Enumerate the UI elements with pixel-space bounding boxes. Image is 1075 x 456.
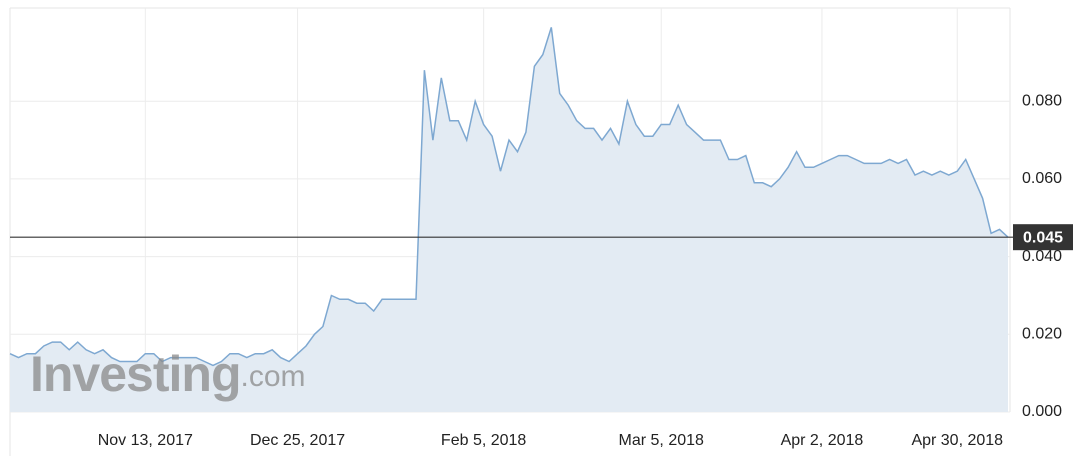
y-tick-label: 0.020 xyxy=(1022,326,1062,343)
area-fill xyxy=(10,27,1008,413)
watermark-brand: Investing xyxy=(30,346,240,402)
x-tick-label: Dec 25, 2017 xyxy=(250,432,345,449)
price-line xyxy=(9,27,1009,367)
watermark: Investing.com xyxy=(30,346,306,402)
x-tick-label: Apr 30, 2018 xyxy=(911,432,1003,449)
x-tick-label: Nov 13, 2017 xyxy=(98,432,193,449)
y-tick-label: 0.060 xyxy=(1022,170,1062,187)
y-tick-label: 0.040 xyxy=(1022,248,1062,265)
y-tick-label: 0.000 xyxy=(1022,403,1062,420)
x-tick-label: Mar 5, 2018 xyxy=(619,432,704,449)
x-tick-label: Feb 5, 2018 xyxy=(441,432,527,449)
x-tick-label: Apr 2, 2018 xyxy=(781,432,864,449)
watermark-suffix: .com xyxy=(240,360,305,393)
last-price-box xyxy=(1013,224,1073,251)
last-price-label: 0.045 xyxy=(1023,229,1063,246)
y-tick-label: 0.080 xyxy=(1022,92,1062,109)
